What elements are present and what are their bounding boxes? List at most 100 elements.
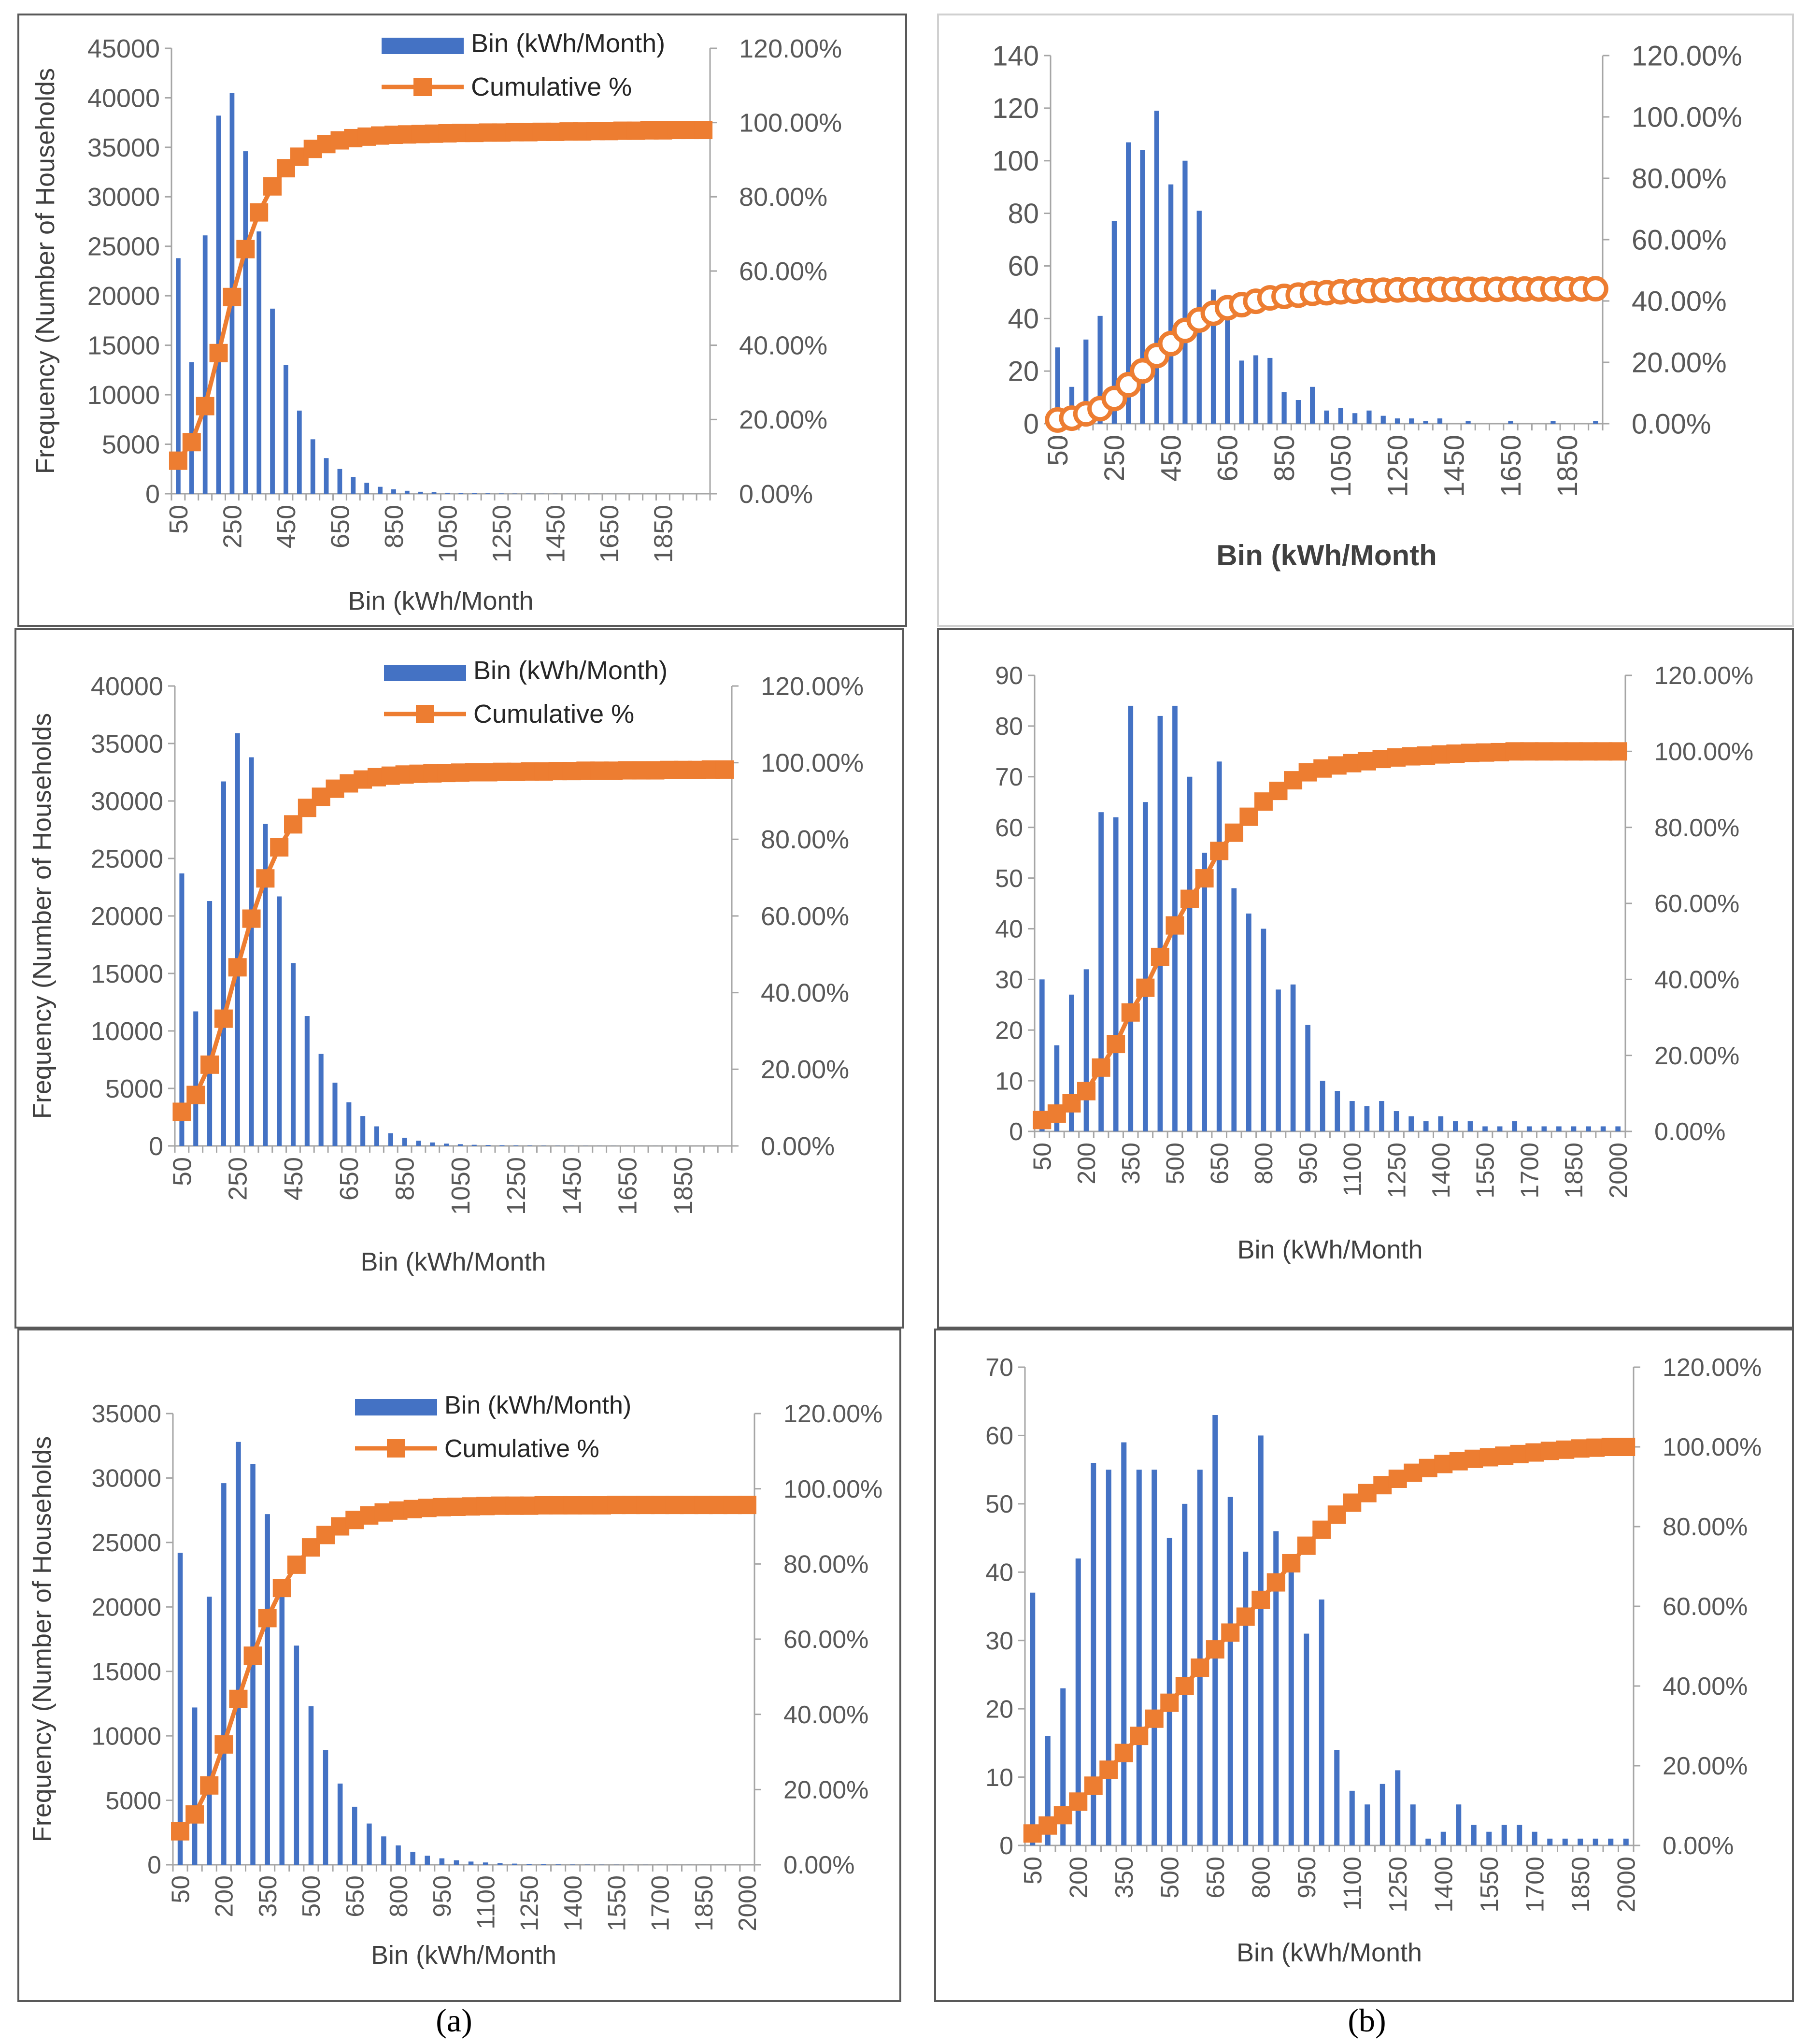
y2-tick-label: 80.00%: [1663, 1513, 1748, 1541]
histogram-bar: [193, 1011, 199, 1146]
histogram-bar: [297, 410, 302, 494]
x-axis-title: Bin (kWh/Month: [348, 586, 533, 615]
y2-tick-label: 60.00%: [761, 902, 849, 931]
x-tick-label: 50: [1028, 1143, 1056, 1171]
histogram-bar: [416, 1141, 421, 1146]
histogram-bar: [1541, 1126, 1547, 1131]
cumulative-point: [1069, 1792, 1088, 1811]
histogram-bar: [1121, 1442, 1127, 1845]
histogram-bar: [265, 1514, 270, 1865]
y2-tick-label: 0.00%: [1663, 1832, 1734, 1860]
histogram-bar: [1352, 413, 1358, 424]
histogram-bar: [284, 365, 288, 494]
cumulative-point: [169, 451, 187, 470]
cumulative-point: [1236, 1607, 1255, 1626]
histogram-bar: [221, 1483, 227, 1865]
histogram-bar: [1615, 1126, 1621, 1131]
x-tick-label: 650: [1212, 435, 1244, 482]
histogram-bar: [457, 1144, 463, 1146]
histogram-bar: [1586, 1126, 1591, 1131]
y-axis-title: Frequency (Number of Households: [31, 68, 60, 474]
cumulative-point: [1221, 1623, 1240, 1642]
cumulative-point: [186, 1086, 205, 1104]
y-tick-label: 40000: [91, 672, 163, 701]
x-tick-label: 2000: [734, 1875, 762, 1931]
histogram-bar: [1197, 1470, 1203, 1845]
legend-line-marker: [413, 78, 432, 96]
y-tick-label: 20: [1008, 356, 1039, 387]
x-tick-label: 800: [1247, 1857, 1275, 1899]
histogram-bar: [1310, 386, 1315, 424]
histogram-bar: [1465, 421, 1471, 424]
histogram-bar: [1168, 184, 1174, 424]
histogram-bar: [1366, 410, 1372, 424]
cumulative-point: [738, 1496, 756, 1515]
histogram-bar: [1258, 1435, 1264, 1845]
y2-tick-label: 100.00%: [1654, 738, 1753, 766]
x-tick-label: 500: [298, 1875, 326, 1917]
y-tick-label: 30000: [87, 183, 160, 212]
histogram-bar: [216, 115, 221, 494]
cumulative-point: [270, 838, 289, 857]
y2-tick-label: 120.00%: [1632, 40, 1742, 71]
histogram-bar: [1482, 1126, 1488, 1131]
histogram-bar: [207, 901, 213, 1146]
cumulative-point: [1130, 1727, 1149, 1745]
histogram-bar: [1239, 360, 1244, 424]
x-tick-label: 650: [1206, 1143, 1234, 1185]
y2-tick-label: 80.00%: [783, 1551, 868, 1579]
x-axis-title: Bin (kWh/Month: [1237, 1235, 1422, 1264]
y2-tick-label: 100.00%: [783, 1475, 882, 1503]
y2-tick-label: 120.00%: [1654, 662, 1753, 690]
histogram-bar: [290, 963, 296, 1146]
x-axis-title: Bin (kWh/Month: [1216, 539, 1437, 572]
histogram-bar: [454, 1860, 459, 1865]
histogram-bar: [364, 483, 370, 494]
cumulative-point: [1175, 1677, 1194, 1695]
y2-tick-label: 20.00%: [1632, 347, 1727, 378]
y-tick-label: 15000: [87, 331, 160, 360]
x-tick-label: 1550: [1476, 1857, 1504, 1913]
histogram-bar: [410, 1852, 415, 1865]
y2-tick-label: 40.00%: [739, 331, 827, 360]
histogram-bar: [236, 1442, 241, 1865]
histogram-bar: [294, 1645, 299, 1865]
y-axis-title: Frequency (Number of Households: [28, 713, 57, 1119]
histogram-bar: [404, 490, 410, 494]
x-tick-label: 1650: [1495, 435, 1527, 497]
x-tick-label: 350: [254, 1875, 282, 1917]
x-tick-label: 1050: [433, 505, 462, 563]
x-tick-label: 1550: [1472, 1143, 1500, 1199]
y-tick-label: 140: [992, 40, 1039, 71]
x-tick-label: 250: [218, 505, 247, 548]
y-tick-label: 60: [1008, 251, 1039, 282]
x-tick-label: 50: [167, 1875, 195, 1903]
y2-tick-label: 40.00%: [1654, 966, 1739, 994]
y-tick-label: 40: [1008, 303, 1039, 335]
x-tick-label: 50: [164, 505, 193, 534]
y2-tick-label: 20.00%: [739, 405, 827, 434]
x-tick-label: 800: [385, 1875, 413, 1917]
x-tick-label: 1700: [647, 1875, 675, 1931]
histogram-bar: [483, 1862, 488, 1865]
histogram-bar: [1365, 1804, 1370, 1845]
histogram-bar: [308, 1706, 314, 1865]
y2-tick-label: 20.00%: [783, 1776, 868, 1804]
histogram-bar: [1212, 1415, 1218, 1845]
y-axis-title: Frequency (Number of Households: [28, 1436, 57, 1842]
histogram-bar: [1501, 1825, 1507, 1845]
y-tick-label: 0: [999, 1832, 1013, 1860]
y2-tick-label: 100.00%: [761, 749, 864, 778]
histogram-bar: [1142, 802, 1148, 1131]
histogram-bar: [352, 1806, 357, 1865]
x-tick-label: 800: [1250, 1143, 1278, 1185]
y2-tick-label: 60.00%: [1654, 890, 1739, 918]
histogram-bar: [381, 1836, 386, 1865]
histogram-bar: [1060, 1688, 1066, 1845]
histogram-bar: [374, 1126, 380, 1146]
y-tick-label: 40: [995, 915, 1023, 943]
histogram-bar: [1425, 1838, 1431, 1845]
y-tick-label: 80: [995, 713, 1023, 741]
cumulative-point: [200, 1055, 219, 1074]
legend-line-label: Cumulative %: [444, 1435, 599, 1463]
